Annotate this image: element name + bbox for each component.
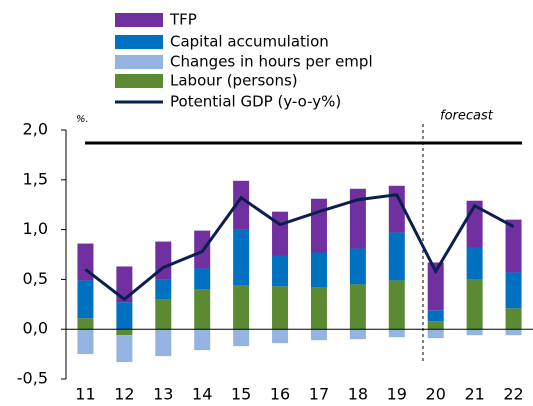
bar-segment xyxy=(310,329,327,341)
x-tick-label: 20 xyxy=(426,385,446,404)
bar-segment xyxy=(349,248,366,285)
x-tick-label: 19 xyxy=(387,385,407,404)
x-tick-label: 11 xyxy=(75,385,95,404)
bar-segment xyxy=(272,286,289,330)
bar-segment xyxy=(427,329,444,339)
bar-segment xyxy=(427,310,444,322)
x-tick-label: 18 xyxy=(348,385,368,404)
bar-segment xyxy=(505,272,522,309)
x-tick-label: 12 xyxy=(114,385,134,404)
bar-segment xyxy=(116,335,133,363)
legend-swatch xyxy=(115,13,163,27)
bar-segment xyxy=(388,329,405,338)
bar-segment xyxy=(116,302,133,330)
bar-segment xyxy=(466,279,483,330)
bar-segment xyxy=(155,279,172,300)
y-tick-label: 1,0 xyxy=(23,219,48,238)
legend-label: Capital accumulation xyxy=(170,33,329,51)
bar-segment xyxy=(194,268,211,290)
bar-segment xyxy=(349,188,366,249)
bar-segment xyxy=(233,180,250,230)
bar-segment xyxy=(505,219,522,273)
bar-segment xyxy=(310,287,327,330)
bar-segment xyxy=(349,284,366,330)
bar-segment xyxy=(427,262,444,311)
x-tick-label: 21 xyxy=(464,385,484,404)
bar-segment xyxy=(466,247,483,280)
bar-segment xyxy=(233,329,250,347)
bar-segment xyxy=(388,280,405,330)
bar-segment xyxy=(272,211,289,256)
bar-segment xyxy=(505,308,522,330)
unit-note: %. xyxy=(76,114,89,125)
bar-segment xyxy=(194,289,211,330)
bar-segment xyxy=(505,329,522,336)
legend-label: TFP xyxy=(169,11,197,29)
legend-swatch xyxy=(115,35,163,49)
bar-segment xyxy=(116,266,133,303)
legend-label: Changes in hours per empl xyxy=(170,53,373,71)
bar-segment xyxy=(233,285,250,330)
bar-segment xyxy=(77,318,94,330)
bar-segment xyxy=(388,232,405,281)
legend-label: Potential GDP (y-o-y%) xyxy=(170,93,341,111)
bar-segment xyxy=(233,229,250,286)
x-tick-label: 14 xyxy=(192,385,212,404)
bar-segment xyxy=(310,252,327,288)
bar-segment xyxy=(155,299,172,330)
y-tick-label: 2,0 xyxy=(23,120,48,139)
bar-segment xyxy=(116,329,133,336)
legend-label: Labour (persons) xyxy=(170,72,298,90)
bar-segment xyxy=(272,255,289,287)
y-tick-label: 0,5 xyxy=(23,269,48,288)
x-tick-label: 17 xyxy=(309,385,329,404)
bar-segment xyxy=(77,280,94,319)
bar-segment xyxy=(272,329,289,344)
x-tick-label: 22 xyxy=(503,385,523,404)
bar-segment xyxy=(155,329,172,357)
bar-segment xyxy=(310,198,327,253)
line-series xyxy=(84,193,515,302)
bar-segment xyxy=(388,185,405,233)
y-tick-label: -0,5 xyxy=(17,369,48,388)
bar-segment xyxy=(427,321,444,330)
legend-swatch xyxy=(115,74,163,88)
x-tick-label: 16 xyxy=(270,385,290,404)
bar-segment xyxy=(194,329,211,351)
annotation: forecast xyxy=(440,109,494,124)
x-tick-label: 15 xyxy=(231,385,251,404)
bar-segment xyxy=(466,329,483,336)
y-tick-label: 1,5 xyxy=(23,169,48,188)
x-tick-label: 13 xyxy=(153,385,173,404)
bar-segment xyxy=(77,329,94,355)
bar-segment xyxy=(349,329,366,340)
y-tick-label: 0,0 xyxy=(23,319,48,338)
legend-swatch xyxy=(115,55,163,69)
